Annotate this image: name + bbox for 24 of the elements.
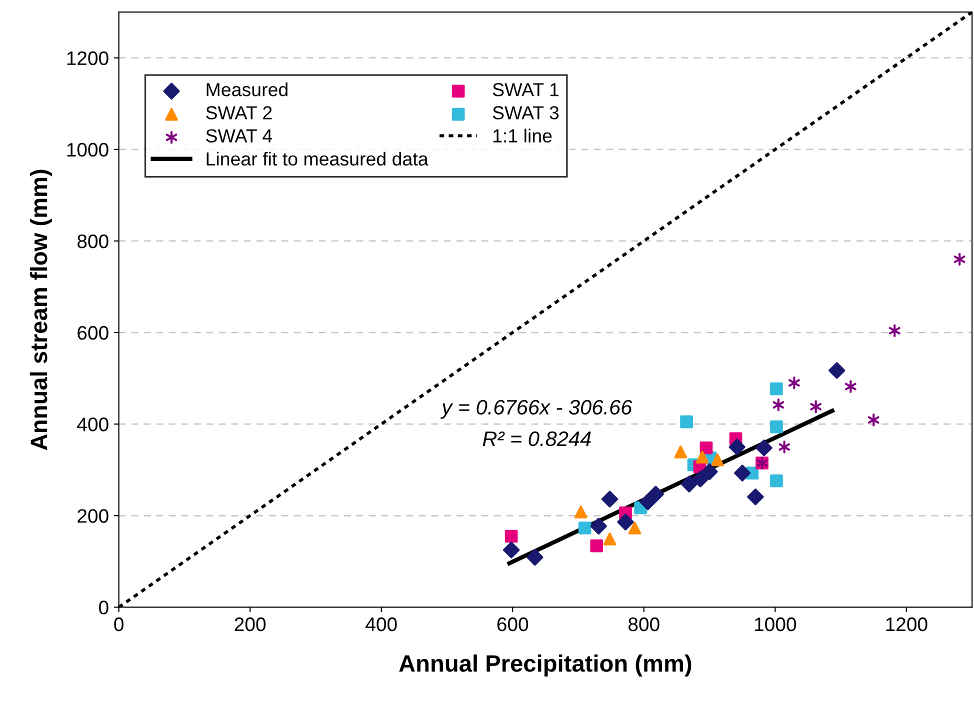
y-tick-label: 600: [78, 326, 108, 340]
y-tick-label: 1000: [67, 142, 108, 157]
legend-label: SWAT 1: [492, 83, 559, 96]
x-axis-title: Annual Precipitation (mm): [399, 654, 692, 676]
x-tick-label: 800: [628, 617, 660, 632]
legend-label: SWAT 3: [492, 106, 559, 120]
legend-label: Linear fit to measured data: [206, 152, 428, 166]
y-tick-label: 1200: [67, 51, 108, 66]
legend-label: Measured: [206, 82, 288, 96]
x-tick-label: 0: [114, 617, 124, 632]
x-tick-label: 1000: [755, 617, 796, 632]
y-axis-title: Annual stream flow (mm): [30, 170, 52, 450]
x-tick-label: 200: [234, 617, 266, 632]
y-tick-label: 200: [78, 509, 108, 523]
annotation: y = 0.6766x - 306.66: [440, 400, 632, 419]
legend-label: SWAT 2: [206, 106, 272, 120]
y-tick-label: 400: [77, 418, 108, 432]
x-tick-label: 400: [366, 617, 397, 632]
x-tick-label: 600: [497, 617, 528, 632]
x-tick-label: 1200: [886, 617, 928, 632]
y-tick-label: 0: [99, 600, 108, 614]
annotation: R² = 0.8244: [482, 431, 591, 446]
legend-label: 1:1 line: [493, 128, 552, 142]
y-tick-label: 800: [78, 234, 108, 248]
